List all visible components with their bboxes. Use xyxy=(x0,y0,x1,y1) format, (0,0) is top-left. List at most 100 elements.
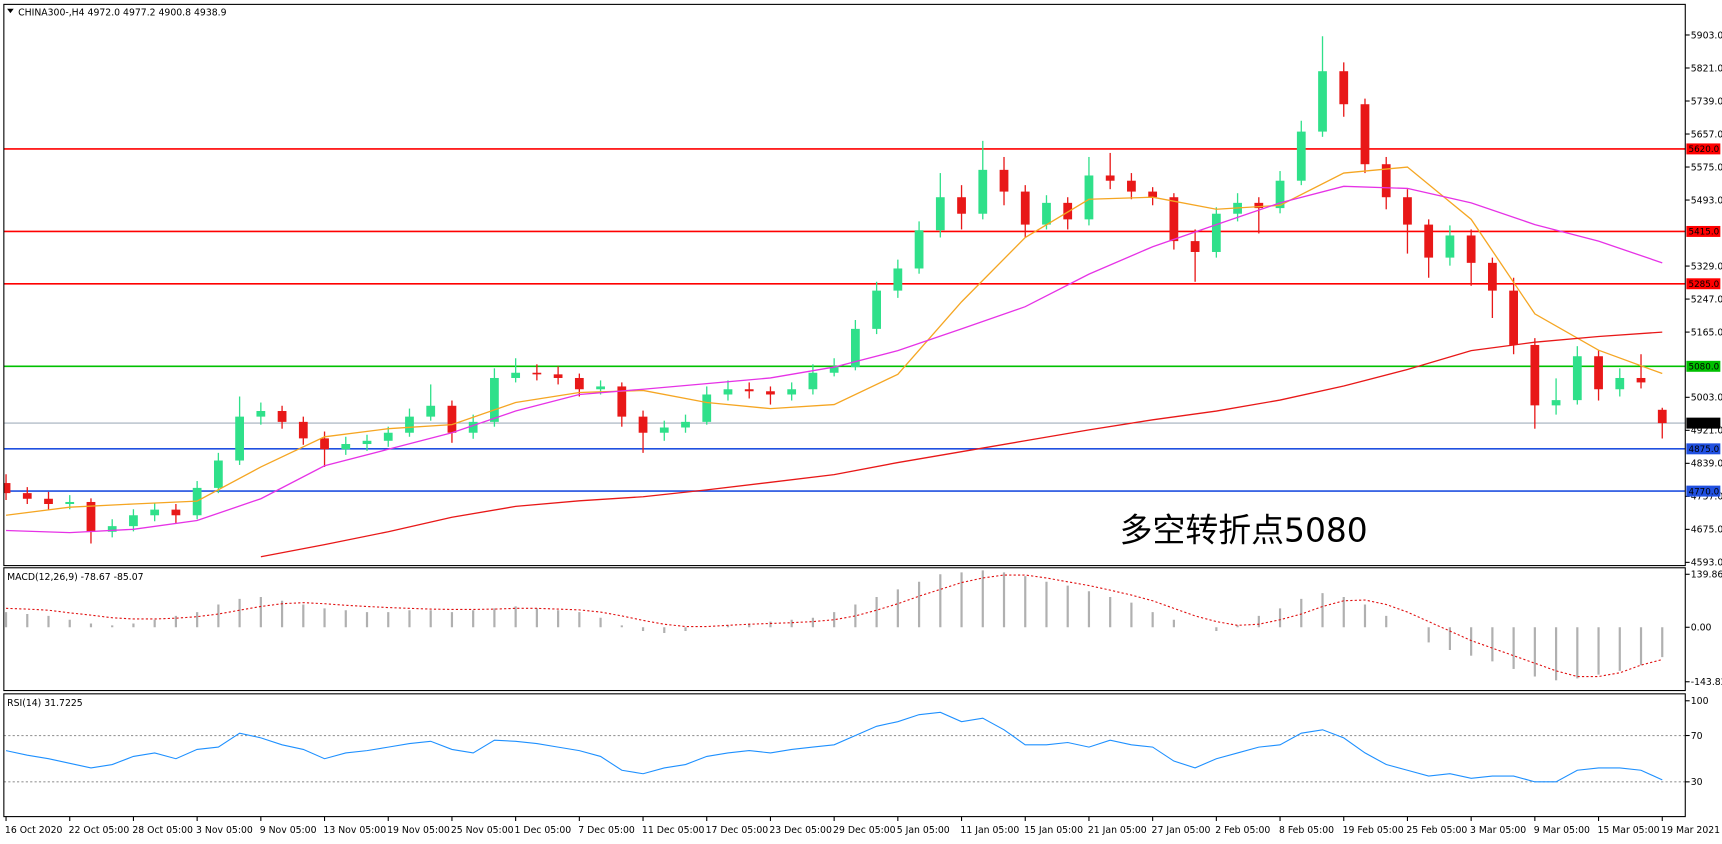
candle-body xyxy=(532,372,542,375)
candle-body xyxy=(426,405,436,417)
y-tick-label: 4921.0 xyxy=(1691,426,1722,437)
candle-body xyxy=(1360,104,1370,165)
level-label: 5620.0 xyxy=(1689,145,1720,155)
x-tick-label: 22 Oct 05:00 xyxy=(69,825,130,836)
candle-body xyxy=(468,421,478,433)
main-panel-frame xyxy=(3,3,1686,567)
candle-body xyxy=(1381,164,1391,198)
candle-body xyxy=(723,389,733,395)
level-label-box xyxy=(1686,225,1721,237)
y-tick-label: 4757.0 xyxy=(1691,492,1722,503)
chart-title: CHINA300-,H4 4972.0 4977.2 4900.8 4938.9 xyxy=(18,7,227,18)
level-label-box xyxy=(1686,278,1721,290)
candle-body xyxy=(256,410,266,417)
x-tick-label: 25 Feb 05:00 xyxy=(1406,825,1467,836)
candle-body xyxy=(1594,356,1603,390)
candle-body xyxy=(1084,175,1094,220)
candle-body xyxy=(872,290,881,329)
macd-panel-frame xyxy=(3,567,1686,692)
candle-body xyxy=(383,432,393,441)
main-plot xyxy=(3,36,1686,558)
candle-body xyxy=(1127,180,1136,192)
candle-body xyxy=(150,509,160,516)
macd-title: MACD(12,26,9) -78.67 -85.07 xyxy=(7,572,144,583)
y-tick-label: 5247.0 xyxy=(1691,294,1722,305)
candle-body xyxy=(659,427,669,433)
rsi-panel-frame xyxy=(3,693,1686,818)
candle-body xyxy=(744,389,754,392)
x-tick-label: 28 Oct 05:00 xyxy=(132,825,193,836)
candle-body xyxy=(213,460,223,488)
y-tick-label: 5657.0 xyxy=(1691,129,1722,140)
y-tick-label: 139.86 xyxy=(1691,570,1722,581)
x-tick-label: 13 Nov 05:00 xyxy=(323,825,386,836)
x-tick-label: 19 Nov 05:00 xyxy=(387,825,450,836)
candle-body xyxy=(107,526,117,532)
x-tick-label: 1 Dec 05:00 xyxy=(515,825,572,836)
y-tick-label: 4593.0 xyxy=(1691,558,1722,569)
candle-body xyxy=(1020,191,1030,225)
x-tick-label: 17 Dec 05:00 xyxy=(706,825,769,836)
level-label-box xyxy=(1686,485,1721,497)
candle-body xyxy=(86,501,96,532)
y-tick-label: 5329.0 xyxy=(1691,261,1722,272)
level-label-box xyxy=(1686,143,1721,155)
x-tick-label: 25 Nov 05:00 xyxy=(451,825,514,836)
x-tick-label: 21 Jan 05:00 xyxy=(1088,825,1147,836)
candle-body xyxy=(1424,224,1434,258)
x-tick-label: 16 Oct 2020 xyxy=(5,825,63,836)
candle-body xyxy=(44,498,53,504)
candle-body xyxy=(1211,213,1221,252)
candle-body xyxy=(808,372,818,390)
candle-body xyxy=(1445,235,1455,258)
candle-body xyxy=(914,230,924,269)
candle-body xyxy=(235,416,244,461)
level-label: 4770.0 xyxy=(1689,487,1720,497)
x-tick-label: 15 Mar 05:00 xyxy=(1597,825,1659,836)
candle-body xyxy=(1487,262,1497,291)
candle-body xyxy=(129,515,138,527)
candle-body xyxy=(1530,344,1540,406)
x-tick-label: 7 Dec 05:00 xyxy=(578,825,635,836)
macd-plot xyxy=(4,570,1664,681)
y-tick-label: -143.82 xyxy=(1691,677,1722,688)
candle-body xyxy=(1105,175,1115,181)
x-tick-label: 11 Dec 05:00 xyxy=(642,825,705,836)
x-tick-label: 3 Mar 05:00 xyxy=(1470,825,1526,836)
level-label: 5285.0 xyxy=(1689,280,1720,290)
current-price-box xyxy=(1686,417,1721,429)
moving-average-line xyxy=(5,166,1663,516)
level-label-box xyxy=(1686,360,1721,372)
y-tick-label: 5493.0 xyxy=(1691,195,1722,206)
x-tick-label: 19 Feb 05:00 xyxy=(1343,825,1404,836)
y-tick-label: 70 xyxy=(1691,731,1703,742)
candle-body xyxy=(1063,202,1073,220)
level-label: 5415.0 xyxy=(1689,228,1720,238)
candle-body xyxy=(787,389,797,395)
x-tick-label: 19 Mar 2021 xyxy=(1661,825,1720,836)
x-tick-label: 11 Jan 05:00 xyxy=(960,825,1019,836)
x-tick-label: 2 Feb 05:00 xyxy=(1215,825,1270,836)
x-tick-label: 29 Dec 05:00 xyxy=(833,825,896,836)
y-tick-label: 5821.0 xyxy=(1691,63,1722,74)
candle-body xyxy=(935,197,945,231)
menu-arrow[interactable] xyxy=(7,8,14,14)
candle-body xyxy=(1466,235,1476,263)
candle-body xyxy=(829,367,839,373)
candle-body xyxy=(362,440,372,445)
candle-body xyxy=(553,374,563,378)
candle-body xyxy=(1657,409,1667,424)
candle-body xyxy=(1254,202,1264,209)
x-tick-label: 23 Dec 05:00 xyxy=(769,825,832,836)
y-tick-label: 5739.0 xyxy=(1691,96,1722,107)
candle-body xyxy=(447,405,457,433)
candle-body xyxy=(596,386,605,390)
candle-body xyxy=(957,197,966,214)
candle-body xyxy=(1339,71,1349,105)
candle-body xyxy=(341,444,351,450)
candle-body xyxy=(298,421,308,439)
x-tick-label: 9 Nov 05:00 xyxy=(260,825,317,836)
x-tick-label: 9 Mar 05:00 xyxy=(1534,825,1590,836)
